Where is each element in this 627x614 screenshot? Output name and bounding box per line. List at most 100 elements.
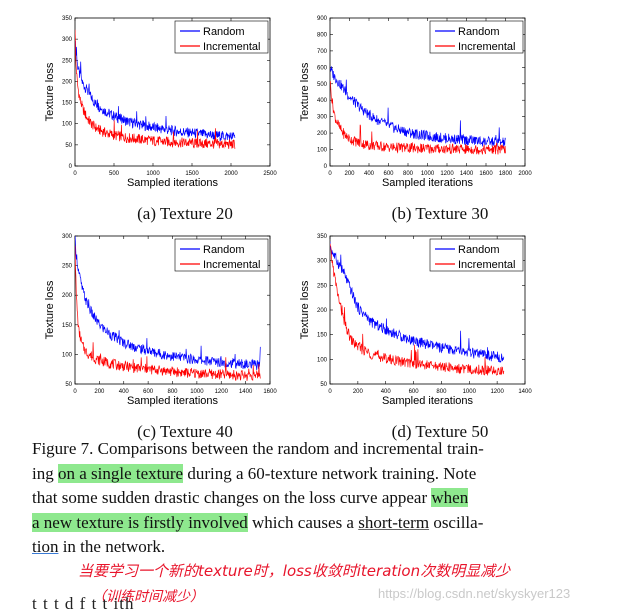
x-tick-label: 1000: [146, 171, 160, 177]
series-line-random: [330, 241, 505, 363]
y-tick-label: 300: [62, 37, 73, 43]
y-tick-label: 50: [320, 382, 327, 388]
y-tick-label: 200: [62, 79, 73, 85]
caption-seg4: that some sudden drastic changes on the …: [32, 488, 428, 507]
y-tick-label: 350: [317, 234, 328, 240]
y-axis-label: Texture loss: [44, 62, 56, 121]
x-tick-label: 1200: [440, 171, 454, 177]
chart-texture-40: 0 200 400 600 800 1000 1200 1400 1600 50 100 150 200…: [44, 234, 277, 407]
x-tick-label: 2500: [263, 171, 277, 177]
chart-texture-30: 0 200 400 600 800 1000 1200 1400 1600 1800 2000 0 10…: [299, 16, 532, 189]
legend-label: Incremental: [458, 259, 515, 271]
series-line-random: [75, 236, 261, 371]
series-line-incremental: [75, 245, 261, 381]
y-tick-label: 200: [317, 308, 328, 314]
x-tick-label: 500: [109, 171, 120, 177]
y-tick-label: 900: [317, 16, 328, 22]
chart-texture-20: 0 500 1000 1500 2000 2500 0 50 100 150 200 250 300 35…: [44, 16, 277, 189]
x-tick-label: 1000: [190, 389, 204, 395]
x-tick-label: 1000: [463, 389, 477, 395]
x-tick-label: 2000: [518, 171, 532, 177]
y-tick-label: 50: [65, 143, 72, 149]
x-tick-label: 1600: [479, 171, 493, 177]
x-tick-label: 1500: [185, 171, 199, 177]
legend-label: Random: [458, 244, 500, 256]
x-tick-label: 2000: [224, 171, 238, 177]
handwritten-note-line1: 当要学习一个新的texture时，loss收敛时iteration次数明显减少: [78, 562, 511, 580]
legend-box: [174, 20, 269, 54]
x-tick-label: 1400: [460, 171, 474, 177]
caption-seg1: Figure 7. Comparisons between the random…: [32, 439, 484, 458]
x-tick-label: 600: [409, 389, 420, 395]
x-tick-label: 0: [73, 389, 77, 395]
legend-label: Random: [458, 26, 500, 38]
x-axis-label: Sampled iterations: [127, 177, 219, 189]
handwritten-note-line2: （训练时间减少）: [92, 589, 204, 605]
y-tick-label: 250: [62, 58, 73, 64]
y-tick-label: 150: [62, 323, 73, 329]
x-tick-label: 400: [381, 389, 392, 395]
legend-box: [429, 20, 524, 54]
x-tick-label: 600: [143, 389, 154, 395]
series-line-random: [330, 66, 506, 148]
caption-seg7: in the network.: [62, 537, 166, 556]
y-tick-label: 300: [317, 259, 328, 265]
legend-label: Incremental: [458, 41, 515, 53]
x-tick-label: 0: [328, 171, 332, 177]
x-axis-label: Sampled iterations: [382, 395, 474, 407]
chart-panel-a: 0 500 1000 1500 2000 2500 0 50 100 150 200 250 300 35…: [35, 8, 335, 233]
y-tick-label: 300: [62, 234, 73, 240]
chart-panel-b: 0 200 400 600 800 1000 1200 1400 1600 1800 2000 0 10…: [290, 8, 590, 233]
y-tick-label: 100: [317, 148, 328, 154]
y-tick-label: 150: [317, 333, 328, 339]
legend-label: Incremental: [203, 41, 260, 53]
x-tick-label: 800: [403, 171, 414, 177]
y-tick-label: 200: [62, 293, 73, 299]
y-tick-label: 250: [62, 264, 73, 270]
x-tick-label: 1200: [215, 389, 229, 395]
y-axis-label: Texture loss: [44, 280, 56, 339]
x-tick-label: 200: [344, 171, 355, 177]
x-tick-label: 200: [94, 389, 105, 395]
y-axis-label: Texture loss: [299, 62, 311, 121]
x-tick-label: 600: [383, 171, 394, 177]
caption-highlight-1: on a single texture: [57, 463, 184, 483]
y-tick-label: 300: [317, 115, 328, 121]
caption-highlight-2a: when: [431, 488, 469, 507]
series-line-incremental: [330, 243, 505, 376]
cutoff-text-line: t t t d f t t ith: [32, 594, 135, 613]
x-tick-label: 400: [119, 389, 130, 395]
chart-panel-d: 0 200 400 600 800 1000 1200 1400 50 100 150 200 250 3…: [290, 226, 590, 451]
subcaption-d: (d) Texture 50: [391, 422, 489, 441]
x-axis-label: Sampled iterations: [382, 177, 474, 189]
series-line-incremental: [330, 81, 506, 155]
subcaption-a: (a) Texture 20: [137, 204, 233, 223]
y-tick-label: 500: [317, 82, 328, 88]
y-tick-label: 0: [69, 164, 73, 170]
figure-caption: Figure 7. Comparisons between the random…: [32, 437, 562, 560]
y-tick-label: 350: [62, 16, 73, 22]
x-tick-label: 800: [436, 389, 447, 395]
caption-underline-2: tion: [32, 537, 59, 556]
caption-highlight-2b: a new texture is firstly involved: [32, 512, 248, 532]
legend-label: Random: [203, 244, 245, 256]
y-tick-label: 150: [62, 101, 73, 107]
subcaption-c: (c) Texture 40: [137, 422, 233, 441]
series-line-random: [75, 40, 236, 142]
y-tick-label: 800: [317, 32, 328, 38]
chart-panel-c: 0 200 400 600 800 1000 1200 1400 1600 50 100 150 200…: [35, 226, 335, 451]
legend-box: [429, 238, 524, 272]
x-tick-label: 0: [73, 171, 77, 177]
y-tick-label: 250: [317, 283, 328, 289]
y-tick-label: 50: [65, 382, 72, 388]
y-tick-label: 700: [317, 49, 328, 55]
x-tick-label: 800: [167, 389, 178, 395]
watermark: https://blog.csdn.net/skyskyer123: [378, 586, 571, 601]
y-tick-label: 100: [62, 122, 73, 128]
x-tick-label: 0: [328, 389, 332, 395]
caption-seg2: ing: [32, 463, 54, 483]
x-tick-label: 1200: [490, 389, 504, 395]
y-tick-label: 200: [317, 131, 328, 137]
y-tick-label: 0: [324, 164, 328, 170]
y-tick-label: 400: [317, 98, 328, 104]
